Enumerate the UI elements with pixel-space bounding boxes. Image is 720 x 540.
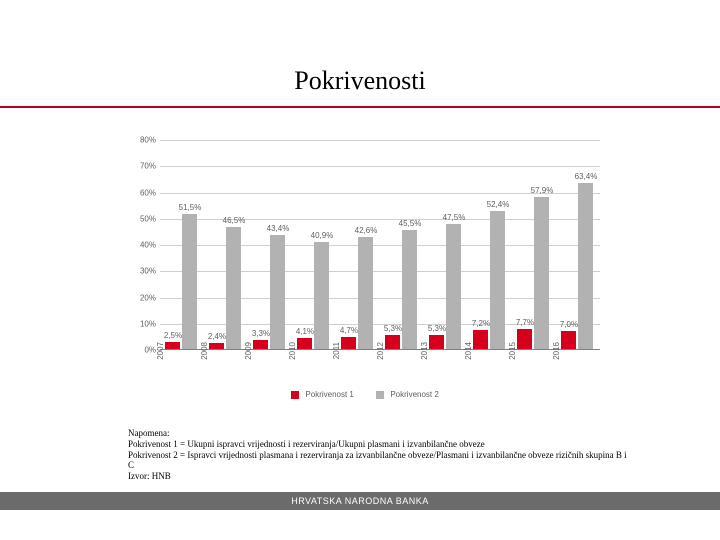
bar: 2,4% xyxy=(209,343,224,349)
y-tick-label: 40% xyxy=(130,241,156,250)
page-title: Pokrivenosti xyxy=(0,0,720,106)
y-tick-label: 10% xyxy=(130,319,156,328)
bar-value-label: 42,6% xyxy=(346,226,386,235)
bar: 42,6% xyxy=(358,237,373,349)
bar-group: 7,7%57,9% xyxy=(517,140,551,349)
legend-item-2: Pokrivenost 2 xyxy=(376,390,439,399)
bar: 40,9% xyxy=(314,242,329,349)
y-tick-label: 60% xyxy=(130,188,156,197)
bar-value-label: 45,5% xyxy=(390,219,430,228)
bar-value-label: 40,9% xyxy=(302,231,342,240)
bar: 4,1% xyxy=(297,338,312,349)
bar: 5,3% xyxy=(429,335,444,349)
title-rule xyxy=(0,106,720,108)
bar-value-label: 51,5% xyxy=(170,203,210,212)
bar-group: 5,3%47,5% xyxy=(429,140,463,349)
footer-bar: HRVATSKA NARODNA BANKA xyxy=(0,492,720,510)
notes-block: Napomena: Pokrivenost 1 = Ukupni ispravc… xyxy=(128,428,628,482)
chart-plot: 0%10%20%30%40%50%60%70%80%2,5%51,5%2,4%4… xyxy=(160,140,600,350)
legend-swatch-1 xyxy=(291,391,299,399)
legend: Pokrivenost 1 Pokrivenost 2 xyxy=(130,390,600,399)
bar-value-label: 57,9% xyxy=(522,186,562,195)
bar: 2,5% xyxy=(165,342,180,349)
bar-group: 2,5%51,5% xyxy=(165,140,199,349)
notes-heading: Napomena: xyxy=(128,428,628,439)
bar: 47,5% xyxy=(446,224,461,349)
chart: 0%10%20%30%40%50%60%70%80%2,5%51,5%2,4%4… xyxy=(130,140,600,370)
bar-group: 4,1%40,9% xyxy=(297,140,331,349)
bar: 5,3% xyxy=(385,335,400,349)
bar-group: 2,4%46,5% xyxy=(209,140,243,349)
bar-group: 5,3%45,5% xyxy=(385,140,419,349)
bar-group: 4,7%42,6% xyxy=(341,140,375,349)
bar-value-label: 43,4% xyxy=(258,224,298,233)
bar-group: 3,3%43,4% xyxy=(253,140,287,349)
y-tick-label: 0% xyxy=(130,346,156,355)
x-tick-label: 2010 xyxy=(288,342,297,376)
bar: 51,5% xyxy=(182,214,197,349)
x-tick-label: 2015 xyxy=(508,342,517,376)
bar: 46,5% xyxy=(226,227,241,349)
x-tick-label: 2009 xyxy=(244,342,253,376)
bar: 7,0% xyxy=(561,331,576,349)
footer-text: HRVATSKA NARODNA BANKA xyxy=(291,496,429,506)
bar: 45,5% xyxy=(402,230,417,349)
bar-value-label: 46,5% xyxy=(214,216,254,225)
x-tick-label: 2012 xyxy=(376,342,385,376)
bar-value-label: 47,5% xyxy=(434,213,474,222)
bar: 43,4% xyxy=(270,235,285,349)
legend-swatch-2 xyxy=(376,391,384,399)
bar: 7,2% xyxy=(473,330,488,349)
y-tick-label: 70% xyxy=(130,162,156,171)
x-tick-label: 2013 xyxy=(420,342,429,376)
x-tick-label: 2007 xyxy=(156,342,165,376)
bar-group: 7,0%63,4% xyxy=(561,140,595,349)
x-tick-label: 2014 xyxy=(464,342,473,376)
bar: 3,3% xyxy=(253,340,268,349)
bar-value-label: 52,4% xyxy=(478,200,518,209)
bar-group: 7,2%52,4% xyxy=(473,140,507,349)
y-tick-label: 20% xyxy=(130,293,156,302)
bar: 57,9% xyxy=(534,197,549,349)
notes-source: Izvor: HNB xyxy=(128,471,628,482)
bar: 52,4% xyxy=(490,211,505,349)
y-tick-label: 50% xyxy=(130,214,156,223)
bar: 4,7% xyxy=(341,337,356,349)
legend-item-1: Pokrivenost 1 xyxy=(291,390,354,399)
y-tick-label: 80% xyxy=(130,136,156,145)
x-tick-label: 2008 xyxy=(200,342,209,376)
notes-line1: Pokrivenost 1 = Ukupni ispravci vrijedno… xyxy=(128,439,628,450)
notes-line2: Pokrivenost 2 = Ispravci vrijednosti pla… xyxy=(128,450,628,472)
legend-label-1: Pokrivenost 1 xyxy=(305,390,353,399)
bar: 7,7% xyxy=(517,329,532,349)
x-tick-label: 2016 xyxy=(552,342,561,376)
bar: 63,4% xyxy=(578,183,593,349)
legend-label-2: Pokrivenost 2 xyxy=(390,390,438,399)
x-tick-label: 2011 xyxy=(332,342,341,376)
y-tick-label: 30% xyxy=(130,267,156,276)
bar-value-label: 63,4% xyxy=(566,172,606,181)
